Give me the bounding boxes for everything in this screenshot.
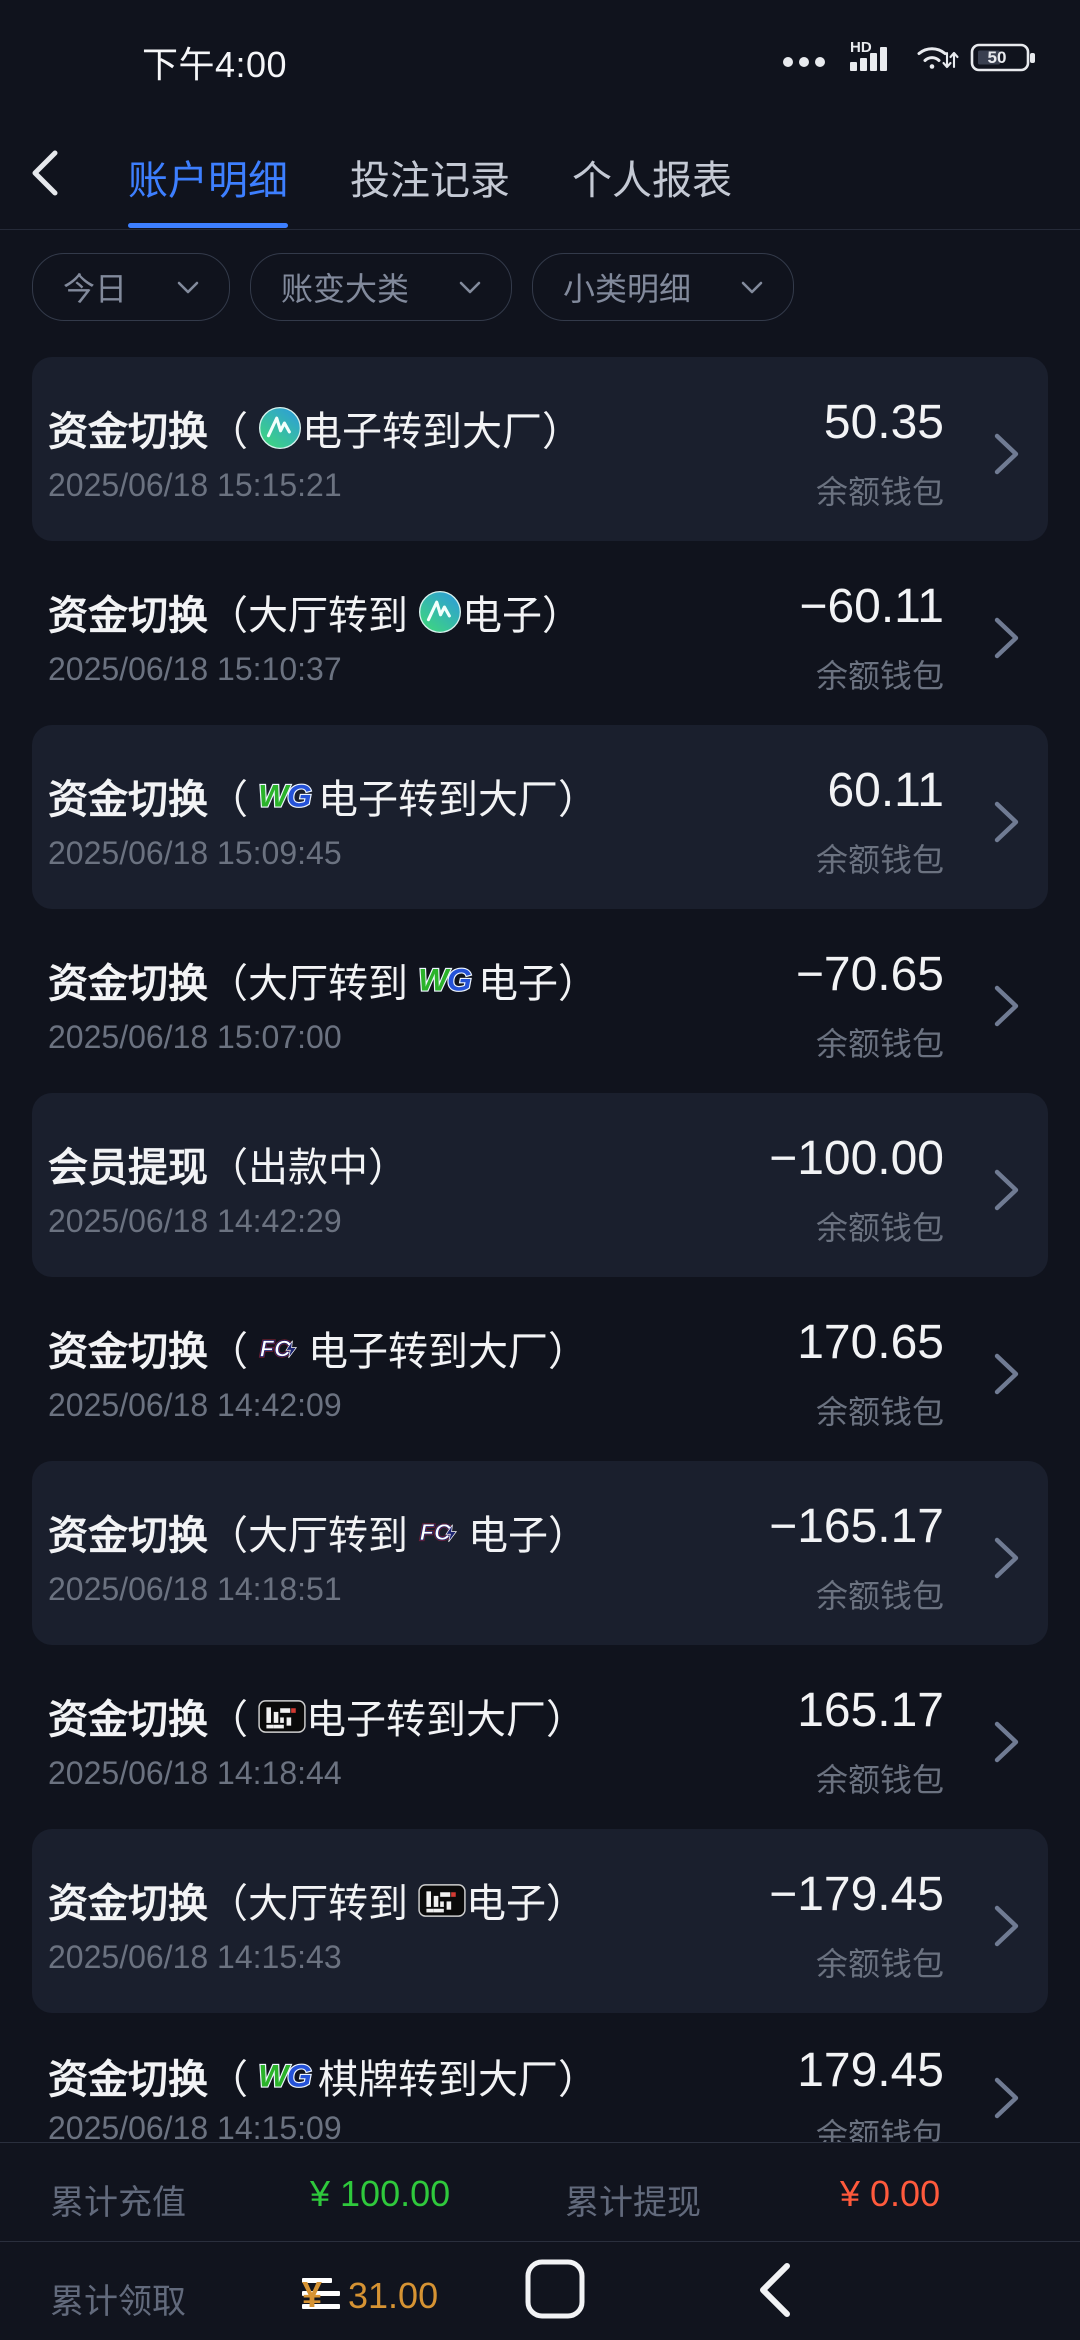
svg-text:HD: HD	[850, 40, 872, 56]
svg-text:50: 50	[988, 48, 1007, 67]
